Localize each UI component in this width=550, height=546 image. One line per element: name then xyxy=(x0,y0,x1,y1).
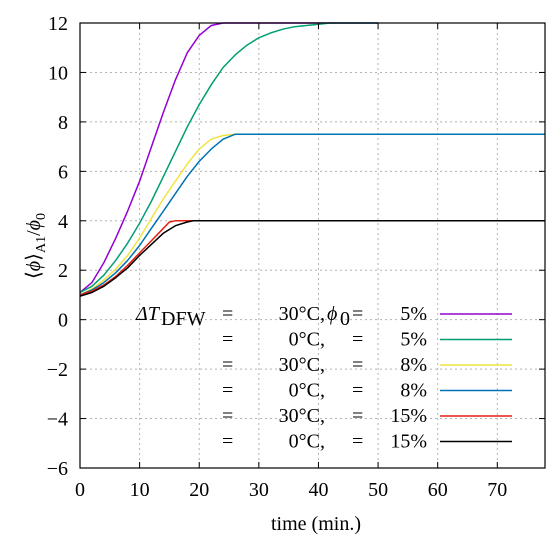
legend-equals: = xyxy=(222,431,233,453)
y-tick-label: 8 xyxy=(58,112,68,134)
legend-temperature: 0°C, xyxy=(289,329,325,351)
y-tick-label: −2 xyxy=(47,359,68,381)
legend-lhs: ΔT xyxy=(135,303,161,325)
series-line xyxy=(79,22,379,294)
legend-equals: = xyxy=(222,354,233,376)
legend-phi-equals: = xyxy=(352,431,363,453)
legend-phi: ϕ xyxy=(327,303,337,325)
legend-temperature: 30°C, xyxy=(279,354,325,376)
x-tick-label: 40 xyxy=(308,479,328,501)
y-axis-title: ⟨ϕ⟩A1/ϕ0 xyxy=(23,213,49,279)
legend-percent: 8% xyxy=(400,380,427,402)
plot-frame xyxy=(79,22,546,469)
axis-ticks: 0 10 20 30 40 50 60 70 −6 −4 −2 0 2 4 6 8 10 12 xyxy=(47,13,545,501)
legend-phi-subscript: 0 xyxy=(340,308,350,330)
grid xyxy=(80,23,545,468)
legend-temperature: 0°C, xyxy=(289,431,325,453)
legend-temperature: 30°C, xyxy=(279,303,325,325)
legend-percent: 15% xyxy=(390,431,427,453)
x-axis-title: time (min.) xyxy=(271,513,361,535)
legend-phi-equals: = xyxy=(352,405,363,427)
series-line xyxy=(79,220,200,296)
x-tick-label: 0 xyxy=(75,479,85,501)
x-tick-label: 20 xyxy=(189,479,209,501)
y-tick-label: 4 xyxy=(58,211,68,233)
legend-phi-equals: = xyxy=(352,329,363,351)
legend: ΔT DFW = 30°C, ϕ 0 = 5%= 0°C, = 5%= 30°C, = 8%= 0°C, = 8… xyxy=(135,303,512,453)
y-tick-label: 0 xyxy=(58,310,68,332)
legend-equals: = xyxy=(222,303,233,325)
legend-percent: 15% xyxy=(390,405,427,427)
x-tick-label: 60 xyxy=(428,479,448,501)
y-tick-label: 12 xyxy=(48,13,68,35)
legend-phi-equals: = xyxy=(352,354,363,376)
series-layer xyxy=(79,22,545,297)
x-tick-label: 30 xyxy=(249,479,269,501)
legend-equals: = xyxy=(222,329,233,351)
legend-percent: 8% xyxy=(400,354,427,376)
series-line xyxy=(79,133,247,296)
y-tick-label: −4 xyxy=(47,409,68,431)
series-line xyxy=(79,220,545,297)
y-tick-label: 10 xyxy=(48,62,68,84)
x-tick-label: 50 xyxy=(368,479,388,501)
x-tick-label: 70 xyxy=(487,479,507,501)
legend-percent: 5% xyxy=(400,303,427,325)
legend-phi-equals: = xyxy=(352,380,363,402)
legend-percent: 5% xyxy=(400,329,427,351)
legend-temperature: 30°C, xyxy=(279,405,325,427)
series-line xyxy=(79,133,545,296)
x-tick-label: 10 xyxy=(130,479,150,501)
y-tick-label: 2 xyxy=(58,260,68,282)
legend-equals: = xyxy=(222,405,233,427)
series-line xyxy=(79,22,379,294)
y-tick-label: −6 xyxy=(47,458,68,480)
legend-temperature: 0°C, xyxy=(289,380,325,402)
legend-equals: = xyxy=(222,380,233,402)
legend-lhs-subscript: DFW xyxy=(161,308,206,330)
y-tick-label: 6 xyxy=(58,161,68,183)
legend-phi-equals: = xyxy=(352,303,363,325)
